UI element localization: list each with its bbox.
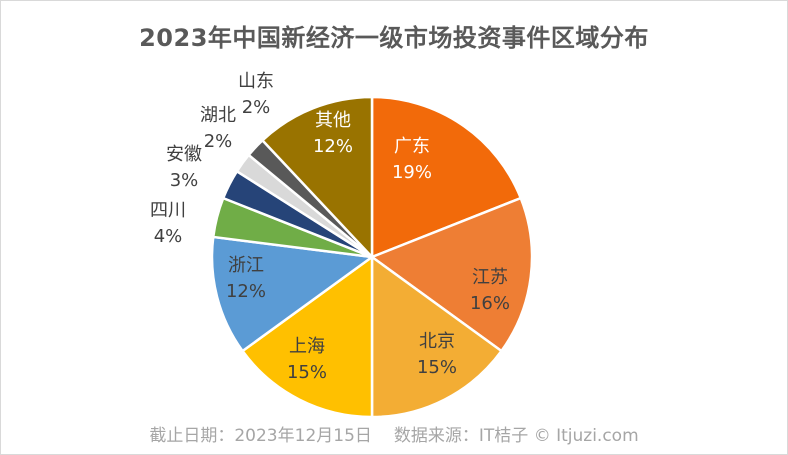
slice-value-6: 4% xyxy=(154,226,183,247)
pie-slice-5 xyxy=(210,235,376,353)
slice-label-8: 湖北 xyxy=(200,105,236,126)
slice-value-1: 19% xyxy=(392,162,432,183)
pie-slices xyxy=(210,95,534,419)
slice-label-9: 山东 xyxy=(238,71,274,92)
chart-title: 2023年中国新经济一级市场投资事件区域分布 xyxy=(139,24,649,52)
slice-value-4: 15% xyxy=(287,362,327,383)
slice-label-6: 四川 xyxy=(150,200,186,221)
pie-slice-10 xyxy=(260,95,374,261)
slice-value-5: 12% xyxy=(226,281,266,302)
leader-line-6 xyxy=(188,226,212,232)
pie-slice-1 xyxy=(370,95,523,259)
slice-label-5: 浙江 xyxy=(228,255,264,276)
pie-slice-4 xyxy=(240,254,374,419)
chart-footer: 截止日期：2023年12月15日 数据来源：IT桔子 © Itjuzi.com xyxy=(0,421,788,446)
slice-value-7: 3% xyxy=(170,170,199,191)
pie-slice-3 xyxy=(370,254,504,419)
pie-labels: 广东 19% 江苏 16% 北京 15% 上海 15% 浙江 12% 四川 4% 安徽 3% 湖北 2% 山东 2… xyxy=(150,71,510,383)
slice-label-10: 其他 xyxy=(315,110,351,131)
slice-value-8: 2% xyxy=(204,131,233,152)
slice-value-3: 15% xyxy=(417,357,457,378)
leader-line-7 xyxy=(204,170,224,196)
slice-value-2: 16% xyxy=(470,293,510,314)
slice-label-4: 上海 xyxy=(289,336,325,357)
slice-value-10: 12% xyxy=(313,136,353,157)
slice-label-3: 北京 xyxy=(419,331,455,352)
slice-value-9: 2% xyxy=(242,97,271,118)
data-source: 数据来源：IT桔子 © Itjuzi.com xyxy=(393,426,639,446)
slice-label-7: 安徽 xyxy=(166,144,202,165)
slice-label-1: 广东 xyxy=(394,136,430,157)
cutoff-date: 截止日期：2023年12月15日 xyxy=(149,426,372,446)
slice-label-2: 江苏 xyxy=(472,267,508,288)
pie-slice-2 xyxy=(369,196,534,353)
